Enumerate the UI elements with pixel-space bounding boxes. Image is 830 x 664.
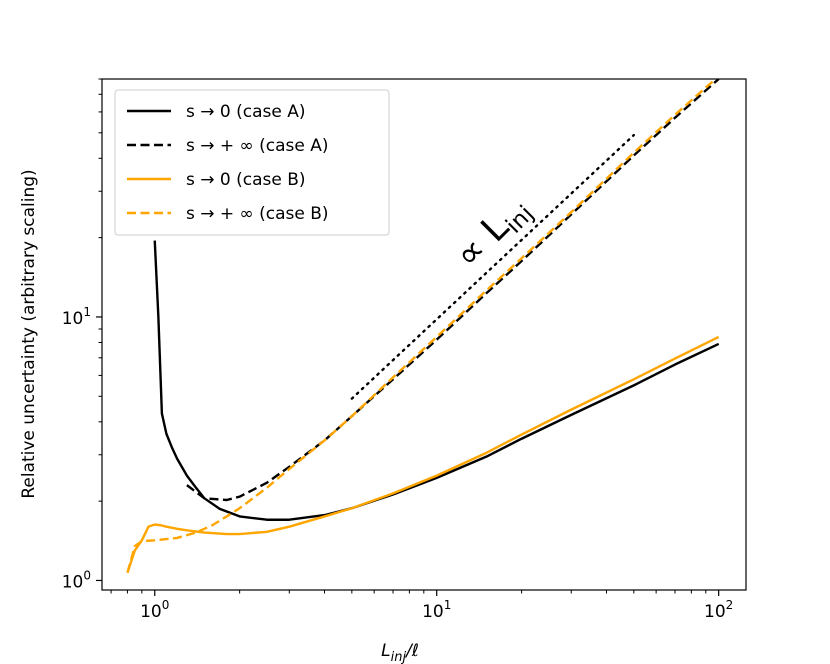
legend-box bbox=[114, 89, 390, 236]
y-axis-label: Relative uncertainty (arbitrary scaling) bbox=[19, 169, 39, 498]
y-tick-exponent: 0 bbox=[83, 568, 91, 582]
x-axis-label-tail: /ℓ bbox=[404, 641, 419, 661]
y-tick-base: 10 bbox=[62, 309, 84, 329]
x-tick-label: 102 bbox=[704, 598, 733, 622]
proportional-reference-line bbox=[350, 133, 635, 400]
x-tick-base: 10 bbox=[704, 602, 726, 622]
x-tick-exponent: 0 bbox=[162, 598, 170, 612]
x-tick-label: 101 bbox=[422, 598, 451, 622]
x-axis-label-main: L bbox=[381, 641, 390, 661]
legend-label-2: s → + ∞ (case A) bbox=[186, 136, 329, 156]
x-tick-base: 10 bbox=[422, 602, 444, 622]
x-axis-label-subscript: inj bbox=[391, 650, 407, 664]
x-tick-exponent: 1 bbox=[444, 598, 452, 612]
y-tick-label: 101 bbox=[62, 305, 91, 329]
series-line-1 bbox=[153, 240, 720, 521]
legend-label-3: s → 0 (case B) bbox=[186, 170, 306, 190]
legend-label-1: s → 0 (case A) bbox=[186, 102, 306, 122]
series-layer bbox=[126, 79, 720, 574]
x-tick-base: 10 bbox=[140, 602, 162, 622]
x-tick-exponent: 2 bbox=[726, 598, 734, 612]
y-tick-exponent: 1 bbox=[83, 305, 91, 319]
y-tick-label: 100 bbox=[62, 568, 91, 592]
x-axis-label: Linj/ℓ bbox=[381, 641, 419, 664]
y-tick-base: 10 bbox=[62, 572, 84, 592]
series-line-4 bbox=[126, 79, 718, 574]
legend-label-4: s → + ∞ (case B) bbox=[186, 204, 329, 224]
series-line-3 bbox=[126, 335, 720, 574]
x-tick-label: 100 bbox=[140, 598, 169, 622]
legend: s → 0 (case A) s → + ∞ (case A) s → 0 (cas… bbox=[114, 89, 390, 236]
